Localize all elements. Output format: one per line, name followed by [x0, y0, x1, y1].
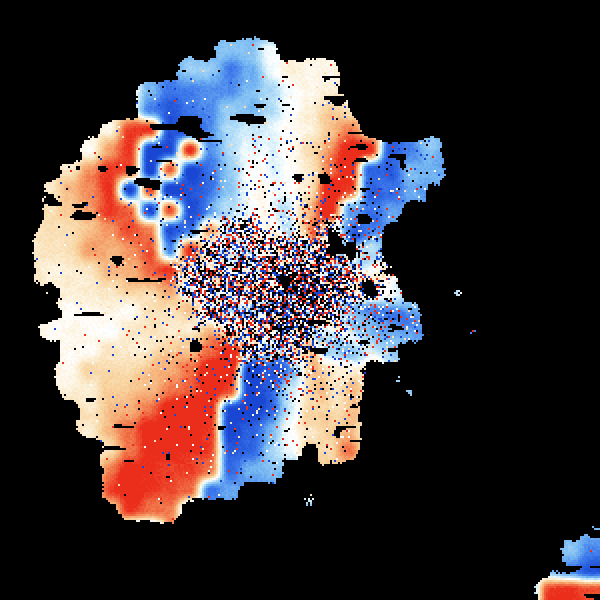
velocity-heatmap-canvas [0, 0, 600, 600]
heatmap-figure [0, 0, 600, 600]
